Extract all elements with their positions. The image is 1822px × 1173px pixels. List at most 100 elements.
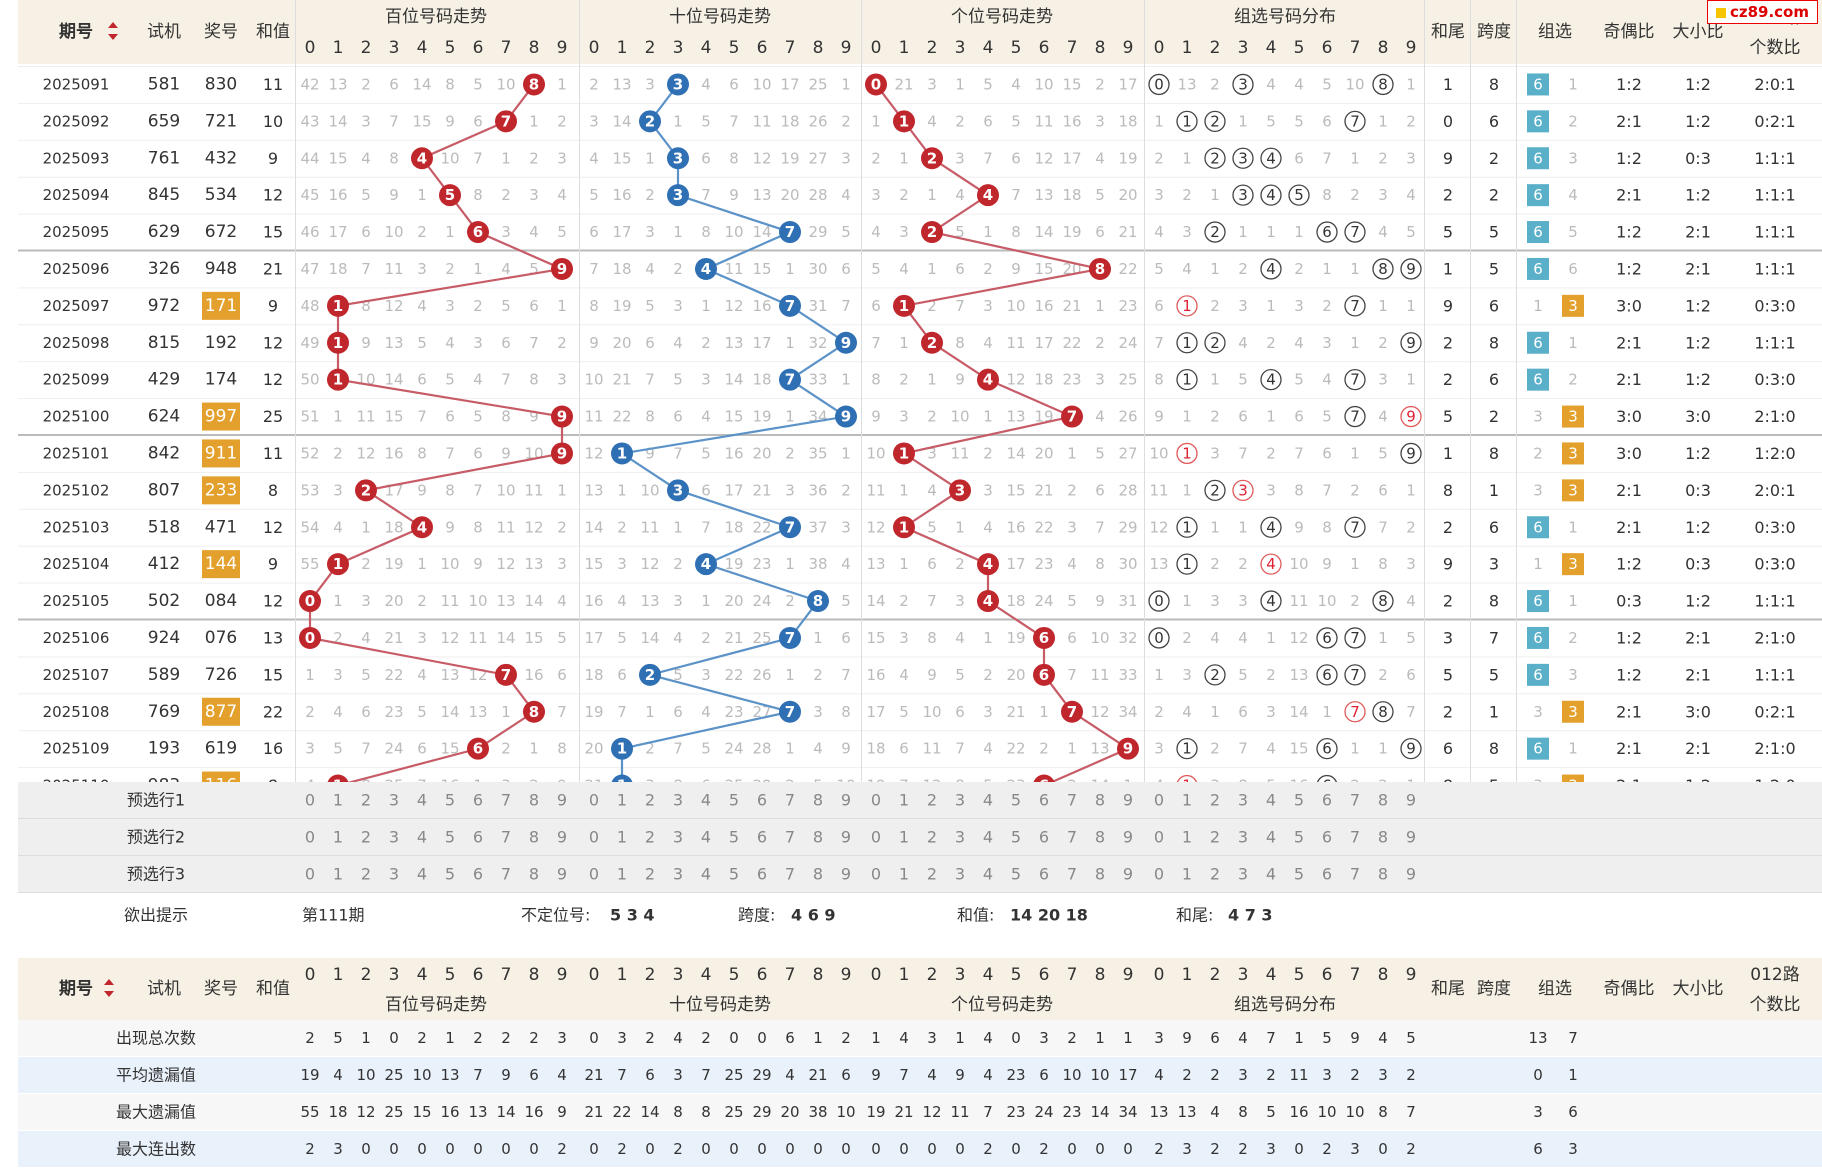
preselect-digit-2-8[interactable]: 8: [1095, 828, 1105, 847]
preselect-digit-2-2[interactable]: 2: [927, 828, 937, 847]
preselect-digit-2-3[interactable]: 3: [955, 791, 965, 810]
preselect-digit-3-4[interactable]: 4: [1266, 865, 1276, 884]
preselect-digit-1-6[interactable]: 6: [757, 791, 767, 810]
preselect-digit-3-6[interactable]: 6: [1322, 828, 1332, 847]
preselect-digit-1-9[interactable]: 9: [841, 791, 851, 810]
preselect-digit-0-0[interactable]: 0: [305, 828, 315, 847]
preselect-digit-3-9[interactable]: 9: [1406, 828, 1416, 847]
preselect-digit-0-6[interactable]: 6: [473, 828, 483, 847]
preselect-digit-2-1[interactable]: 1: [899, 865, 909, 884]
preselect-digit-1-7[interactable]: 7: [785, 791, 795, 810]
preselect-digit-0-4[interactable]: 4: [417, 828, 427, 847]
preselect-digit-2-9[interactable]: 9: [1123, 865, 1133, 884]
preselect-digit-2-5[interactable]: 5: [1011, 865, 1021, 884]
preselect-digit-2-8[interactable]: 8: [1095, 791, 1105, 810]
preselect-digit-3-2[interactable]: 2: [1210, 828, 1220, 847]
preselect-digit-0-1[interactable]: 1: [333, 828, 343, 847]
preselect-digit-3-9[interactable]: 9: [1406, 791, 1416, 810]
preselect-digit-3-8[interactable]: 8: [1378, 828, 1388, 847]
preselect-digit-3-4[interactable]: 4: [1266, 828, 1276, 847]
sort-icon[interactable]: [104, 979, 114, 997]
preselect-digit-2-1[interactable]: 1: [899, 791, 909, 810]
preselect-digit-1-2[interactable]: 2: [645, 865, 655, 884]
preselect-digit-1-2[interactable]: 2: [645, 828, 655, 847]
preselect-digit-1-9[interactable]: 9: [841, 828, 851, 847]
preselect-digit-1-8[interactable]: 8: [813, 791, 823, 810]
preselect-digit-3-7[interactable]: 7: [1350, 791, 1360, 810]
preselect-digit-2-3[interactable]: 3: [955, 865, 965, 884]
preselect-digit-1-7[interactable]: 7: [785, 828, 795, 847]
preselect-digit-0-4[interactable]: 4: [417, 791, 427, 810]
preselect-digit-0-8[interactable]: 8: [529, 828, 539, 847]
preselect-digit-1-0[interactable]: 0: [589, 791, 599, 810]
preselect-digit-2-6[interactable]: 6: [1039, 828, 1049, 847]
preselect-digit-1-5[interactable]: 5: [729, 865, 739, 884]
preselect-digit-2-0[interactable]: 0: [871, 791, 881, 810]
preselect-digit-1-1[interactable]: 1: [617, 865, 627, 884]
preselect-digit-0-9[interactable]: 9: [557, 828, 567, 847]
preselect-digit-1-7[interactable]: 7: [785, 865, 795, 884]
preselect-digit-3-6[interactable]: 6: [1322, 865, 1332, 884]
preselect-digit-2-0[interactable]: 0: [871, 865, 881, 884]
preselect-digit-2-8[interactable]: 8: [1095, 865, 1105, 884]
preselect-digit-3-2[interactable]: 2: [1210, 865, 1220, 884]
preselect-digit-0-4[interactable]: 4: [417, 865, 427, 884]
preselect-digit-0-3[interactable]: 3: [389, 828, 399, 847]
preselect-digit-3-6[interactable]: 6: [1322, 791, 1332, 810]
preselect-digit-0-3[interactable]: 3: [389, 865, 399, 884]
preselect-digit-3-7[interactable]: 7: [1350, 865, 1360, 884]
preselect-digit-1-6[interactable]: 6: [757, 865, 767, 884]
preselect-digit-2-9[interactable]: 9: [1123, 791, 1133, 810]
preselect-digit-1-8[interactable]: 8: [813, 828, 823, 847]
preselect-digit-2-2[interactable]: 2: [927, 791, 937, 810]
preselect-digit-0-6[interactable]: 6: [473, 791, 483, 810]
preselect-digit-1-1[interactable]: 1: [617, 828, 627, 847]
preselect-digit-0-2[interactable]: 2: [361, 865, 371, 884]
preselect-digit-1-2[interactable]: 2: [645, 791, 655, 810]
preselect-digit-3-5[interactable]: 5: [1294, 865, 1304, 884]
preselect-digit-2-4[interactable]: 4: [983, 828, 993, 847]
preselect-digit-1-4[interactable]: 4: [701, 828, 711, 847]
preselect-digit-0-2[interactable]: 2: [361, 791, 371, 810]
preselect-digit-3-8[interactable]: 8: [1378, 791, 1388, 810]
preselect-digit-3-3[interactable]: 3: [1238, 791, 1248, 810]
preselect-digit-0-8[interactable]: 8: [529, 791, 539, 810]
preselect-digit-0-7[interactable]: 7: [501, 791, 511, 810]
preselect-digit-2-7[interactable]: 7: [1067, 791, 1077, 810]
preselect-digit-3-1[interactable]: 1: [1182, 865, 1192, 884]
preselect-digit-3-3[interactable]: 3: [1238, 828, 1248, 847]
preselect-digit-0-7[interactable]: 7: [501, 865, 511, 884]
preselect-digit-0-2[interactable]: 2: [361, 828, 371, 847]
preselect-digit-3-5[interactable]: 5: [1294, 828, 1304, 847]
preselect-digit-2-9[interactable]: 9: [1123, 828, 1133, 847]
preselect-digit-3-7[interactable]: 7: [1350, 828, 1360, 847]
preselect-digit-3-3[interactable]: 3: [1238, 865, 1248, 884]
preselect-digit-0-5[interactable]: 5: [445, 865, 455, 884]
preselect-digit-2-7[interactable]: 7: [1067, 828, 1077, 847]
preselect-digit-0-3[interactable]: 3: [389, 791, 399, 810]
preselect-digit-2-5[interactable]: 5: [1011, 791, 1021, 810]
preselect-digit-0-6[interactable]: 6: [473, 865, 483, 884]
preselect-digit-3-0[interactable]: 0: [1154, 828, 1164, 847]
preselect-digit-2-4[interactable]: 4: [983, 791, 993, 810]
preselect-digit-3-1[interactable]: 1: [1182, 828, 1192, 847]
preselect-digit-1-5[interactable]: 5: [729, 791, 739, 810]
preselect-digit-2-3[interactable]: 3: [955, 828, 965, 847]
preselect-digit-0-0[interactable]: 0: [305, 791, 315, 810]
preselect-digit-3-4[interactable]: 4: [1266, 791, 1276, 810]
preselect-digit-2-6[interactable]: 6: [1039, 865, 1049, 884]
preselect-digit-1-5[interactable]: 5: [729, 828, 739, 847]
preselect-digit-1-0[interactable]: 0: [589, 828, 599, 847]
preselect-digit-2-4[interactable]: 4: [983, 865, 993, 884]
preselect-digit-1-3[interactable]: 3: [673, 791, 683, 810]
preselect-digit-1-4[interactable]: 4: [701, 791, 711, 810]
preselect-digit-3-1[interactable]: 1: [1182, 791, 1192, 810]
preselect-digit-3-0[interactable]: 0: [1154, 865, 1164, 884]
preselect-digit-2-2[interactable]: 2: [927, 865, 937, 884]
preselect-digit-1-3[interactable]: 3: [673, 828, 683, 847]
preselect-digit-3-2[interactable]: 2: [1210, 791, 1220, 810]
preselect-digit-1-6[interactable]: 6: [757, 828, 767, 847]
preselect-digit-3-9[interactable]: 9: [1406, 865, 1416, 884]
site-logo[interactable]: cz89.com: [1706, 0, 1818, 24]
preselect-digit-1-8[interactable]: 8: [813, 865, 823, 884]
